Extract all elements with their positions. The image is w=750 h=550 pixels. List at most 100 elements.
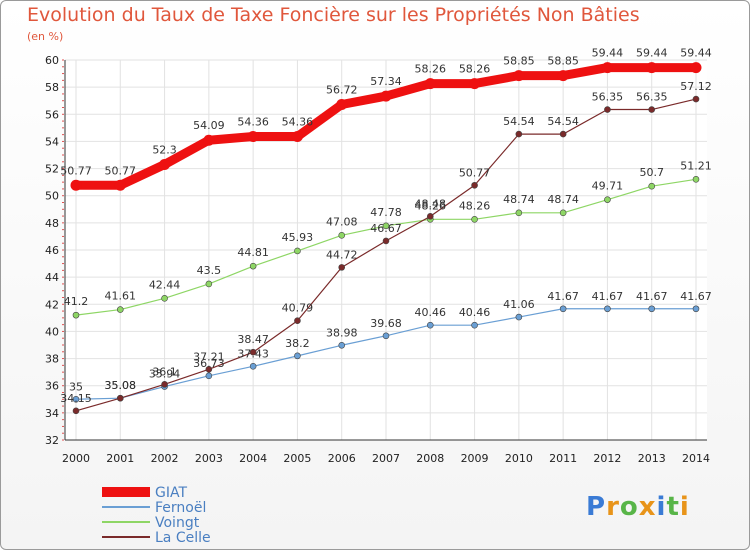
data-label: 40.46 <box>459 306 491 319</box>
data-point <box>604 106 611 113</box>
data-point <box>604 196 611 203</box>
data-label: 41.2 <box>64 295 89 308</box>
y-tick-label: 44 <box>45 271 59 284</box>
data-point <box>382 237 390 245</box>
data-label: 41.61 <box>105 290 137 303</box>
data-point <box>203 134 215 146</box>
data-label: 54.54 <box>503 115 535 128</box>
data-point <box>559 209 567 217</box>
data-label: 46.67 <box>370 222 402 235</box>
data-point <box>249 348 257 356</box>
x-tick-label: 2000 <box>62 452 90 465</box>
data-point <box>161 295 168 302</box>
data-label: 48.26 <box>415 199 447 212</box>
x-tick-label: 2014 <box>682 452 710 465</box>
data-point <box>205 372 213 380</box>
data-point <box>291 131 303 143</box>
data-point <box>469 78 481 90</box>
logo-letter: o <box>619 492 639 522</box>
proxiti-logo: Proxiti <box>586 492 690 522</box>
y-tick-label: 60 <box>45 54 59 67</box>
data-point <box>515 313 523 321</box>
data-point <box>380 90 392 102</box>
data-label: 41.67 <box>592 290 624 303</box>
data-point <box>159 159 171 170</box>
data-point <box>692 175 700 183</box>
data-label: 54.09 <box>193 119 225 132</box>
data-point <box>161 381 168 388</box>
x-tick-label: 2003 <box>195 452 223 465</box>
data-point <box>70 179 82 191</box>
y-tick-label: 46 <box>45 244 59 257</box>
data-point <box>247 131 259 143</box>
data-label: 36.73 <box>193 357 225 370</box>
data-label: 40.46 <box>415 306 447 319</box>
y-tick-label: 34 <box>45 407 59 420</box>
data-point <box>604 305 611 313</box>
data-point <box>690 62 702 74</box>
data-label: 56.72 <box>326 84 358 97</box>
data-point <box>249 363 257 370</box>
data-label: 54.54 <box>547 115 579 128</box>
data-point <box>515 130 523 138</box>
data-label: 50.7 <box>639 166 664 179</box>
data-point <box>336 99 348 111</box>
data-point <box>557 70 569 82</box>
x-tick-label: 2008 <box>416 452 444 465</box>
data-label: 58.85 <box>547 55 579 68</box>
data-label: 49.71 <box>592 180 624 193</box>
data-label: 35.08 <box>105 379 137 392</box>
y-tick-label: 42 <box>45 298 59 311</box>
data-point <box>338 341 346 349</box>
data-point <box>426 213 434 220</box>
data-label: 38.47 <box>237 333 269 346</box>
data-label: 44.72 <box>326 248 358 261</box>
data-point <box>72 311 80 319</box>
data-point <box>294 317 301 325</box>
y-tick-label: 50 <box>45 190 59 203</box>
data-label: 37.21 <box>193 350 225 363</box>
data-point <box>338 264 346 271</box>
data-point <box>116 306 124 313</box>
data-label: 35 <box>69 380 83 393</box>
data-point <box>648 106 656 113</box>
data-label: 52.3 <box>152 144 177 157</box>
data-point <box>692 305 700 313</box>
data-label: 50.77 <box>105 164 137 177</box>
data-point <box>515 209 523 217</box>
data-point <box>426 321 434 329</box>
data-point <box>559 130 567 138</box>
y-tick-label: 56 <box>45 108 59 121</box>
data-label: 58.26 <box>459 63 491 76</box>
x-tick-label: 2004 <box>239 452 267 465</box>
x-tick-label: 2012 <box>593 452 621 465</box>
legend-label: La Celle <box>155 530 211 546</box>
data-point <box>294 247 301 255</box>
data-label: 56.35 <box>592 91 624 104</box>
data-point <box>294 352 301 360</box>
data-label: 44.81 <box>237 246 269 259</box>
data-label: 45.93 <box>282 231 314 244</box>
data-point <box>471 181 478 189</box>
data-point <box>648 182 656 190</box>
data-label: 42.44 <box>149 278 181 291</box>
data-point <box>72 407 80 415</box>
legend-label: Voingt <box>155 515 200 531</box>
data-point <box>692 95 700 103</box>
data-label: 37.43 <box>237 347 269 360</box>
data-point <box>205 365 213 373</box>
data-label: 59.44 <box>680 47 712 60</box>
y-tick-label: 52 <box>45 163 59 176</box>
logo-letter: t <box>666 492 680 522</box>
x-tick-label: 2010 <box>505 452 533 465</box>
logo-letter: r <box>606 492 620 522</box>
data-label: 51.21 <box>680 159 712 172</box>
data-label: 41.67 <box>636 290 668 303</box>
logo-letter: i <box>679 492 690 522</box>
data-label: 41.67 <box>680 290 712 303</box>
data-label: 58.26 <box>415 63 447 76</box>
data-label: 35.08 <box>105 379 137 392</box>
logo-letter: i <box>656 492 667 522</box>
data-label: 48.48 <box>415 197 447 210</box>
y-tick-label: 40 <box>45 325 59 338</box>
